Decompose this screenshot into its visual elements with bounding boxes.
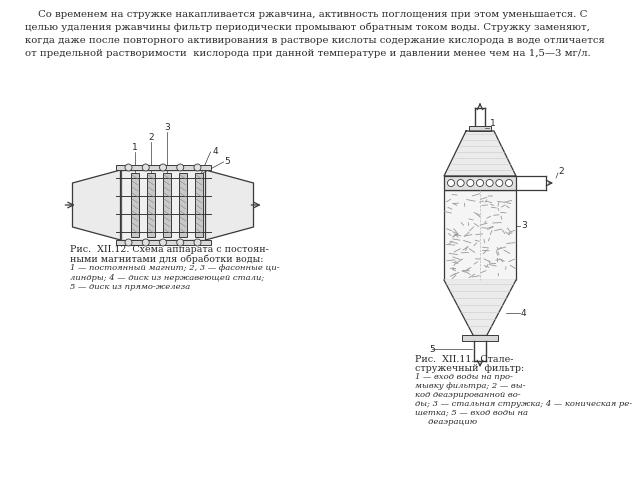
Bar xyxy=(115,165,211,170)
Bar xyxy=(462,335,498,341)
Circle shape xyxy=(477,180,483,187)
Bar xyxy=(115,240,211,245)
Bar xyxy=(195,173,203,237)
Circle shape xyxy=(159,164,166,171)
Circle shape xyxy=(159,239,166,246)
Text: шетка; 5 — вход воды на: шетка; 5 — вход воды на xyxy=(415,409,528,417)
Circle shape xyxy=(457,180,464,187)
Text: Рис.  XII.12. Схема аппарата с постоян-: Рис. XII.12. Схема аппарата с постоян- xyxy=(70,245,269,254)
Text: от предельной растворимости  кислорода при данной температуре и давлении менее ч: от предельной растворимости кислорода пр… xyxy=(25,49,591,58)
Text: Со временем на стружке накапливается ржавчина, активность поглощения при этом ум: Со временем на стружке накапливается ржа… xyxy=(25,10,588,19)
Text: Рис.  XII.11.  Стале-: Рис. XII.11. Стале- xyxy=(415,355,513,364)
Text: 1 — постоянный магнит; 2, 3 — фасонные ци-: 1 — постоянный магнит; 2, 3 — фасонные ц… xyxy=(70,264,280,272)
Text: мывку фильтра; 2 — вы-: мывку фильтра; 2 — вы- xyxy=(415,382,525,390)
Circle shape xyxy=(142,164,149,171)
Circle shape xyxy=(177,164,184,171)
Text: 3: 3 xyxy=(521,221,527,230)
Text: 3: 3 xyxy=(164,123,170,132)
Bar xyxy=(147,173,155,237)
Text: 1: 1 xyxy=(490,120,496,129)
Circle shape xyxy=(486,180,493,187)
Polygon shape xyxy=(444,280,516,335)
Bar xyxy=(469,126,491,131)
Text: ды; 3 — стальная стружка; 4 — коническая ре-: ды; 3 — стальная стружка; 4 — коническая… xyxy=(415,400,632,408)
Text: 1: 1 xyxy=(132,144,138,153)
Circle shape xyxy=(125,164,132,171)
Bar xyxy=(179,173,187,237)
Circle shape xyxy=(142,239,149,246)
Circle shape xyxy=(447,180,454,187)
Polygon shape xyxy=(205,170,253,240)
Text: 4: 4 xyxy=(212,147,218,156)
Text: 5 — диск из прямо-железа: 5 — диск из прямо-железа xyxy=(70,283,190,291)
Bar xyxy=(444,176,516,190)
Text: 2: 2 xyxy=(558,167,564,176)
Circle shape xyxy=(177,239,184,246)
Circle shape xyxy=(194,239,201,246)
Bar xyxy=(163,173,171,237)
Text: ными магнитами для обработки воды:: ными магнитами для обработки воды: xyxy=(70,254,264,264)
Bar xyxy=(131,173,139,237)
Circle shape xyxy=(496,180,503,187)
Circle shape xyxy=(506,180,513,187)
Circle shape xyxy=(125,239,132,246)
Text: 2: 2 xyxy=(148,133,154,143)
Text: линдры; 4 — диск из нержавеющей стали;: линдры; 4 — диск из нержавеющей стали; xyxy=(70,274,264,281)
Text: целью удаления ржавчины фильтр периодически промывают обратным током воды. Струж: целью удаления ржавчины фильтр периодиче… xyxy=(25,23,590,33)
Text: стружечный  фильтр:: стружечный фильтр: xyxy=(415,364,524,373)
Polygon shape xyxy=(72,170,120,240)
Text: деаэрацию: деаэрацию xyxy=(415,418,477,426)
Polygon shape xyxy=(444,131,516,176)
Text: 5: 5 xyxy=(225,157,230,167)
Bar xyxy=(120,170,205,240)
Circle shape xyxy=(467,180,474,187)
Text: код деаэрированной во-: код деаэрированной во- xyxy=(415,391,520,399)
Text: 5: 5 xyxy=(429,345,435,353)
Circle shape xyxy=(194,164,201,171)
Text: 4: 4 xyxy=(521,309,527,317)
Bar xyxy=(444,190,516,280)
Text: когда даже после повторного активирования в растворе кислоты содержание кислород: когда даже после повторного активировани… xyxy=(25,36,605,45)
Text: 1 — вход воды на про-: 1 — вход воды на про- xyxy=(415,373,513,381)
